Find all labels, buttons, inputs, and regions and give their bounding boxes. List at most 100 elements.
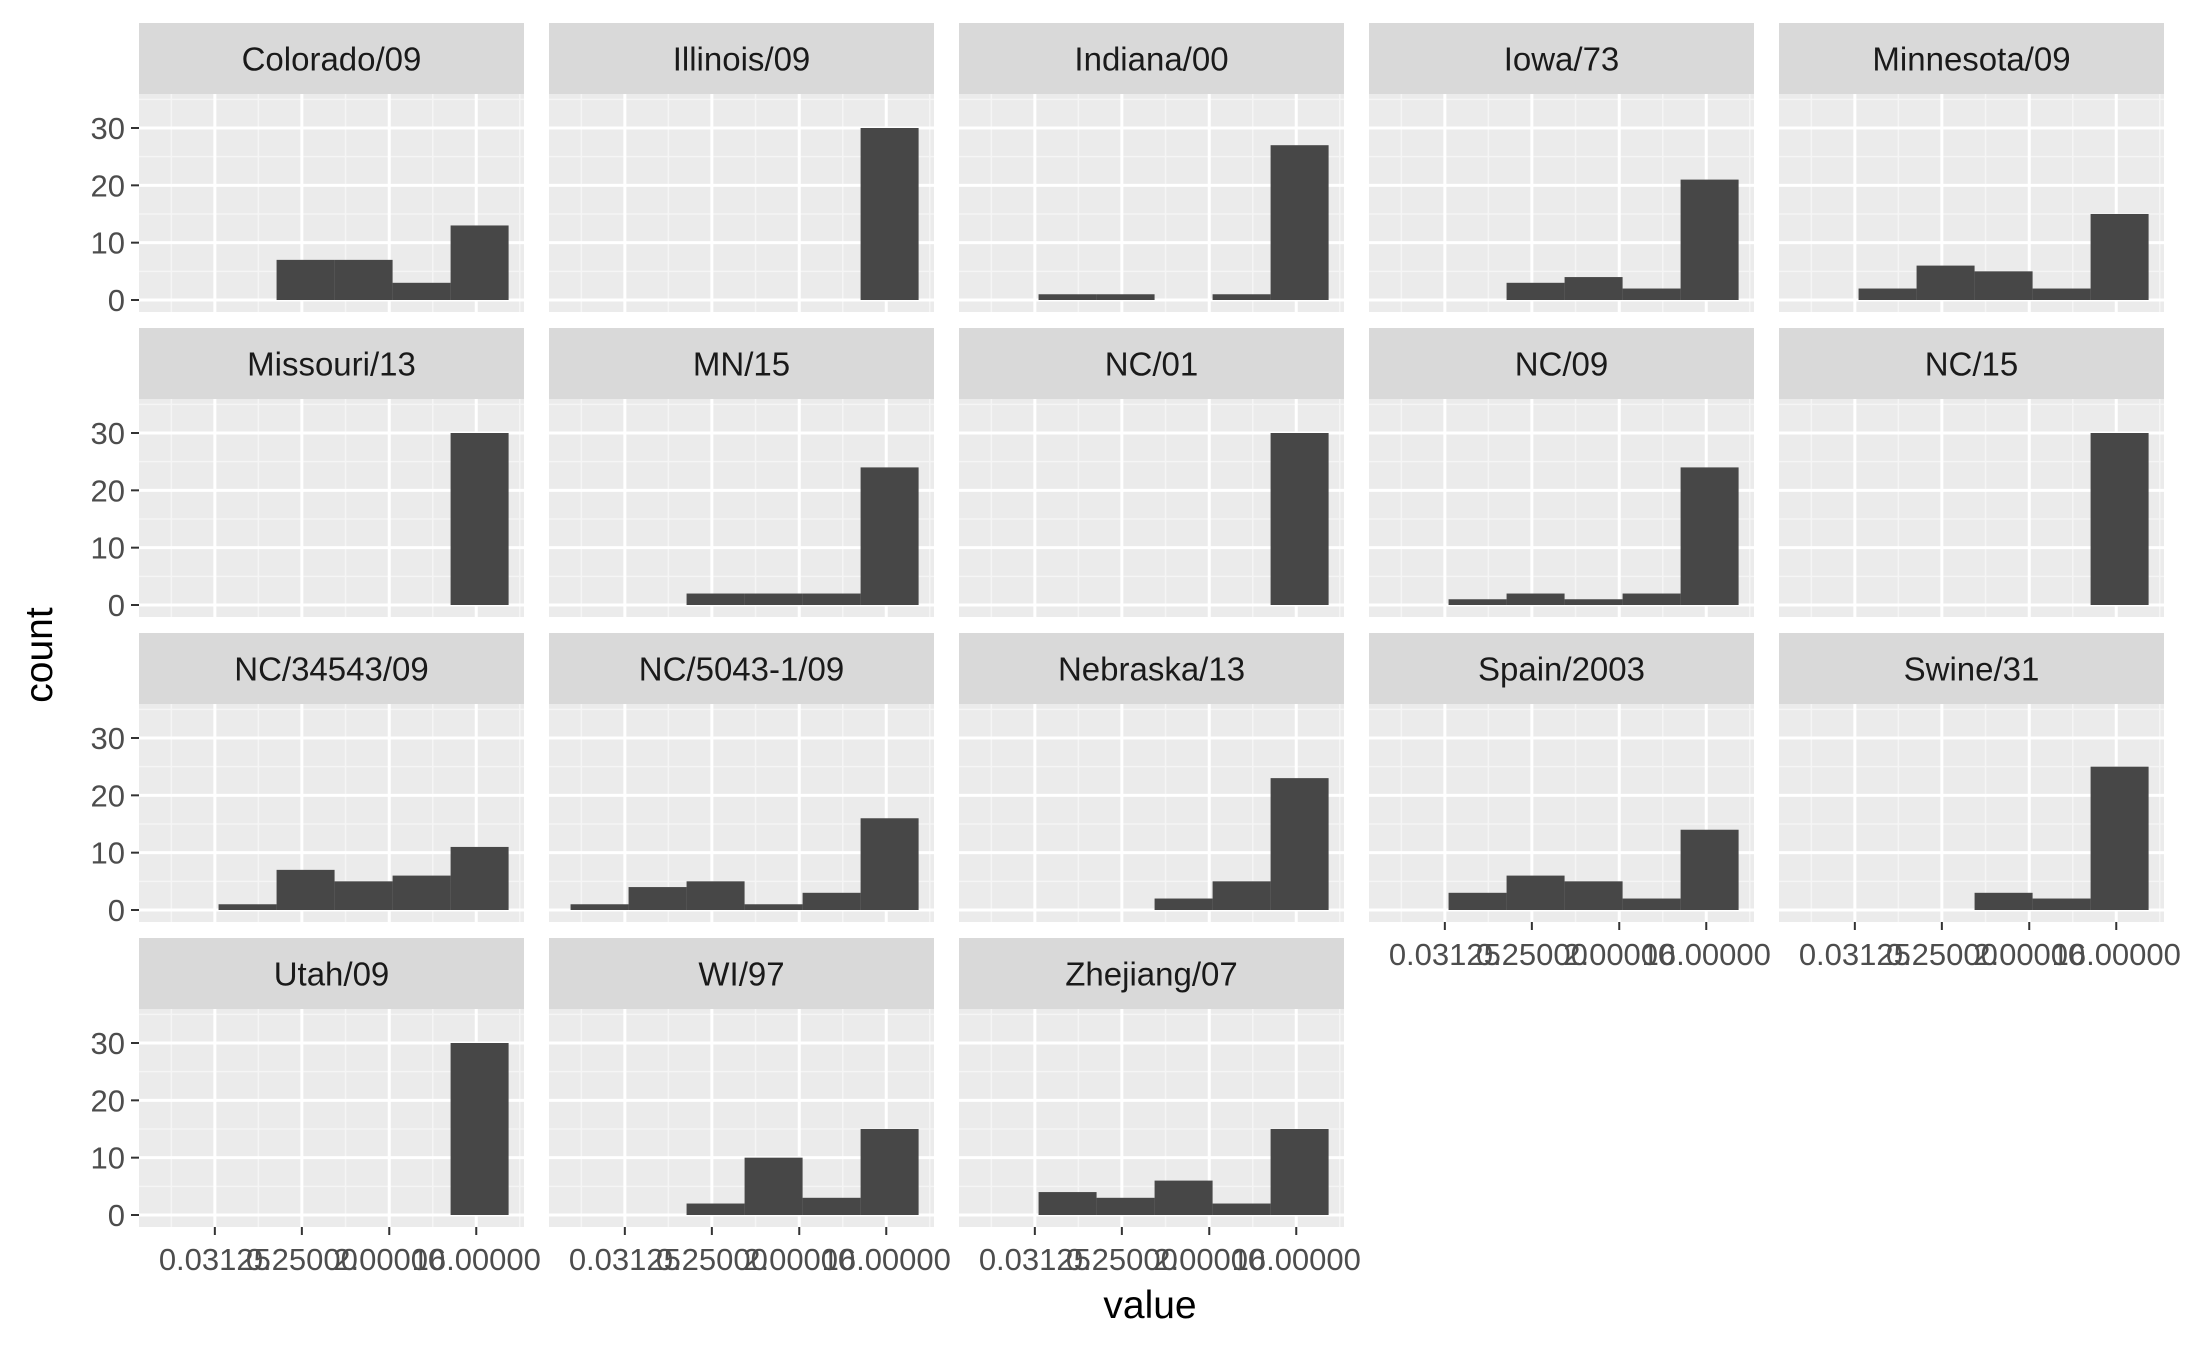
- x-tick-label: 0.03125: [1799, 937, 1911, 972]
- histogram-bar: [1622, 898, 1681, 910]
- histogram-bar: [1858, 288, 1917, 300]
- x-tick-label: 2.00000: [1563, 937, 1675, 972]
- facet-strip: [1369, 633, 1754, 704]
- facet-strip-label: Zhejiang/07: [1065, 956, 1237, 993]
- histogram-bar: [1448, 599, 1507, 605]
- histogram-bar: [276, 259, 335, 300]
- y-tick-label: 30: [91, 111, 125, 146]
- facet-panel: NC/09: [1369, 328, 1754, 617]
- facet-strip: [549, 23, 934, 94]
- facet-panel: NC/5043-1/09: [549, 633, 934, 922]
- histogram-bar: [1448, 892, 1507, 910]
- x-tick-label: 2.00000: [333, 1242, 445, 1277]
- y-tick-label: 10: [91, 836, 125, 871]
- facet-strip: [1369, 328, 1754, 399]
- y-tick-label: 0: [108, 893, 125, 928]
- histogram-bar: [1564, 599, 1623, 605]
- facet-panel: Utah/09 0 10 20 30 0.031250.250002.0000016.00…: [91, 938, 541, 1277]
- facet-strip-label: Spain/2003: [1478, 651, 1645, 688]
- histogram-bar: [2090, 214, 2149, 300]
- histogram-bar: [686, 1203, 745, 1215]
- histogram-bar: [218, 904, 277, 910]
- histogram-bar: [1916, 265, 1975, 300]
- facet-panel: Nebraska/13: [959, 633, 1344, 922]
- x-tick-label: 0.25000: [1476, 937, 1588, 972]
- histogram-bar: [1270, 433, 1329, 605]
- facet-strip: [1779, 23, 2164, 94]
- histogram-bar: [2032, 288, 2091, 300]
- facet-strip: [959, 633, 1344, 704]
- facet-strip-label: NC/09: [1515, 346, 1609, 383]
- histogram-bar: [1212, 881, 1271, 910]
- histogram-bar: [1974, 892, 2033, 910]
- facet-strip-label: Utah/09: [274, 956, 390, 993]
- facet-panel: Illinois/09: [549, 23, 934, 312]
- y-tick-label: 20: [91, 473, 125, 508]
- histogram-bar: [1038, 1192, 1097, 1215]
- histogram-bar: [1154, 1180, 1213, 1215]
- facet-strip-label: Missouri/13: [247, 346, 416, 383]
- y-tick-label: 30: [91, 1026, 125, 1061]
- x-tick-label: 0.03125: [159, 1242, 271, 1277]
- facet-panel: NC/01: [959, 328, 1344, 617]
- x-tick-label: 0.25000: [1066, 1242, 1178, 1277]
- facet-strip: [959, 328, 1344, 399]
- histogram-bar: [860, 1129, 919, 1215]
- x-tick-label: 0.25000: [1886, 937, 1998, 972]
- histogram-bar: [802, 593, 861, 605]
- histogram-bar: [276, 869, 335, 910]
- facet-strip-label: MN/15: [693, 346, 790, 383]
- histogram-bar: [392, 282, 451, 300]
- y-tick-label: 20: [91, 778, 125, 813]
- y-tick-label: 10: [91, 226, 125, 261]
- gridlines: [959, 94, 1344, 312]
- histogram-bar: [1270, 778, 1329, 910]
- facet-strip-label: NC/34543/09: [234, 651, 428, 688]
- histogram-bar: [1270, 145, 1329, 300]
- y-tick-label: 30: [91, 416, 125, 451]
- facet-panel: MN/15: [549, 328, 934, 617]
- facet-strip: [139, 23, 524, 94]
- facet-panel: Missouri/13 0 10 20 30: [91, 328, 524, 623]
- x-tick-label: 0.25000: [656, 1242, 768, 1277]
- facet-strip-label: Indiana/00: [1074, 41, 1228, 78]
- x-tick-label: 0.03125: [569, 1242, 681, 1277]
- histogram-bar: [1622, 288, 1681, 300]
- y-tick-label: 30: [91, 721, 125, 756]
- facet-panel: Colorado/09 0 10 20 30: [91, 23, 524, 318]
- histogram-bar: [1096, 294, 1155, 300]
- histogram-bar: [1506, 282, 1565, 300]
- x-tick-label: 2.00000: [1153, 1242, 1265, 1277]
- histogram-bar: [1154, 898, 1213, 910]
- facet-panel: Indiana/00: [959, 23, 1344, 312]
- facet-strip: [1369, 23, 1754, 94]
- facet-strip-label: Illinois/09: [673, 41, 811, 78]
- histogram-bar: [1506, 593, 1565, 605]
- histogram-bar: [392, 875, 451, 910]
- facet-strip: [549, 633, 934, 704]
- x-tick-label: 0.25000: [246, 1242, 358, 1277]
- histogram-bar: [744, 593, 803, 605]
- y-tick-label: 0: [108, 1198, 125, 1233]
- y-tick-label: 0: [108, 588, 125, 623]
- histogram-bar: [1564, 277, 1623, 300]
- histogram-bar: [1038, 294, 1097, 300]
- facet-strip: [549, 938, 934, 1009]
- facet-panel: Iowa/73: [1369, 23, 1754, 312]
- facet-strip: [549, 328, 934, 399]
- histogram-bar: [1096, 1197, 1155, 1215]
- histogram-bar: [686, 593, 745, 605]
- histogram-bar: [450, 846, 509, 910]
- facet-strip: [139, 328, 524, 399]
- y-tick-label: 20: [91, 1083, 125, 1118]
- histogram-bar: [1270, 1129, 1329, 1215]
- facet-strip-label: NC/15: [1925, 346, 2019, 383]
- histogram-bar: [802, 892, 861, 910]
- x-tick-label: 0.03125: [1389, 937, 1501, 972]
- histogram-bar: [1212, 1203, 1271, 1215]
- x-tick-label: 16.00000: [822, 1242, 951, 1277]
- facet-strip: [139, 633, 524, 704]
- histogram-bar: [744, 1157, 803, 1215]
